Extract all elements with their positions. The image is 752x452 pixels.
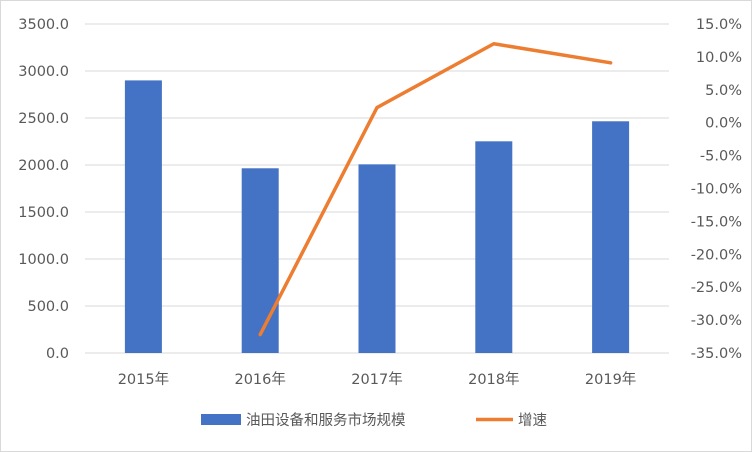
legend-line-label: 增速 (518, 412, 547, 429)
left-axis-tick-label: 1000.0 (18, 252, 69, 268)
legend-bar-label: 油田设备和服务市场规模 (246, 412, 406, 429)
x-axis-tick-label: 2018年 (468, 371, 519, 388)
right-axis-tick-label: -20.0% (691, 247, 742, 263)
left-axis-tick-label: 1500.0 (18, 205, 69, 221)
left-axis-tick-label: 2000.0 (18, 158, 69, 174)
right-axis-tick-label: -5.0% (700, 149, 742, 165)
right-axis-tick-label: -10.0% (691, 182, 742, 198)
bar-2017年 (358, 164, 396, 353)
x-axis-tick-label: 2015年 (118, 371, 169, 388)
x-axis-tick-label: 2016年 (234, 371, 285, 388)
growth-line (258, 41, 613, 337)
bar-2016年 (241, 168, 279, 353)
right-axis-tick-label: -30.0% (691, 313, 742, 329)
right-axis-tick-label: 10.0% (696, 50, 742, 66)
left-axis-tick-label: 2500.0 (18, 111, 69, 127)
right-axis-tick-label: 5.0% (705, 83, 742, 99)
right-axis-tick-label: -25.0% (691, 280, 742, 296)
left-axis-tick-label: 3500.0 (18, 17, 69, 33)
left-axis-tick-label: 0.0 (46, 346, 69, 362)
bar-2019年 (592, 121, 630, 353)
legend-bar-swatch (201, 414, 241, 425)
x-axis-tick-label: 2019年 (585, 371, 636, 388)
bar-2015年 (124, 80, 162, 354)
right-axis-tick-label: 0.0% (705, 116, 742, 132)
left-axis-tick-label: 3000.0 (18, 64, 69, 80)
right-axis-tick-label: 15.0% (696, 17, 742, 33)
x-axis-tick-label: 2017年 (351, 371, 402, 388)
left-axis-tick-label: 500.0 (27, 299, 69, 315)
right-axis-tick-label: -15.0% (691, 214, 742, 230)
right-axis-tick-label: -35.0% (691, 346, 742, 362)
bar-2018年 (475, 141, 513, 353)
